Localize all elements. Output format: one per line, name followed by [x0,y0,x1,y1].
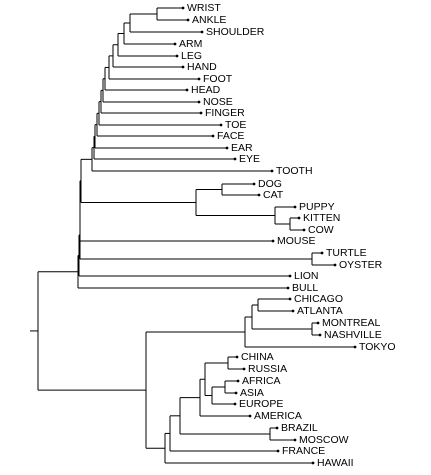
leaf-dot [197,100,201,104]
leaf-dot [235,355,239,359]
leaf-dot [271,239,275,243]
leaf-dot [181,65,185,69]
leaf-dot [288,274,292,278]
leaf-label: FRANCE [282,445,325,457]
leaf-label: FINGER [205,107,245,119]
leaf-dot [186,18,190,22]
leaf-dot [276,449,280,453]
leaf-dot [233,157,237,161]
leaf-dot [275,426,279,430]
leaf-label: AMERICA [254,410,302,422]
leaf-dot [197,77,201,81]
leaf-dot [320,251,324,255]
leaf-label: HAWAII [317,457,354,469]
leaf-dot [286,286,290,290]
leaf-dot [318,333,322,337]
leaf-dot [288,297,292,301]
leaf-label: SHOULDER [206,26,265,38]
leaf-label: LEG [181,50,202,62]
leaf-label: MONTREAL [322,317,381,329]
leaf-dot [173,42,177,46]
leaf-label: EYE [239,153,260,165]
leaf-dot [233,402,237,406]
leaf-dot [293,205,297,209]
leaf-dot [225,146,229,150]
leaf-dot [234,391,238,395]
leaf-label: EUROPE [239,398,283,410]
leaf-label: ATLANTA [297,305,343,317]
leaf-label: ASIA [240,387,264,399]
leaf-dot [199,111,203,115]
leaf-label: LION [294,270,319,282]
leaf-label: COW [308,224,334,236]
leaf-label: OYSTER [339,259,383,271]
leaf-label: TOE [225,119,246,131]
leaf-label: HEAD [191,84,221,96]
leaf-dot [211,134,215,138]
leaf-label: CHICAGO [294,293,343,305]
leaf-label: ANKLE [192,14,226,26]
leaf-label: CAT [263,189,284,201]
leaf-dot [236,379,240,383]
leaf-dot [200,30,204,34]
leaf-dot [293,438,297,442]
leaf-label: KITTEN [303,212,340,224]
leaf-label: MOUSE [277,235,316,247]
leaf-label: NOSE [203,96,233,108]
leaf-label: BRAZIL [281,422,318,434]
leaf-dot [316,321,320,325]
leaf-label: AFRICA [242,375,281,387]
leaf-label: TOKYO [359,341,396,353]
leaf-label: FACE [217,130,244,142]
leaf-dot [353,345,357,349]
leaf-dot [297,216,301,220]
leaf-dot [185,88,189,92]
leaf-dot [252,182,256,186]
leaf-dot [219,123,223,127]
leaf-label: TURTLE [326,247,367,259]
leaf-dot [311,461,315,465]
leaf-label: NASHVILLE [324,329,382,341]
leaf-label: ARM [179,38,202,50]
leaf-dot [291,309,295,313]
leaf-label: HAND [187,61,217,73]
leaf-dot [181,6,185,10]
leaf-label: DOG [258,178,282,190]
leaf-dot [333,263,337,267]
leaf-dot [248,414,252,418]
leaf-label: FOOT [203,73,233,85]
leaf-dot [242,367,246,371]
leaf-label: TOOTH [276,165,313,177]
leaf-label: BULL [292,282,318,294]
leaf-label: CHINA [241,351,274,363]
leaf-dot [257,193,261,197]
leaf-label: RUSSIA [248,363,287,375]
leaf-label: PUPPY [299,201,335,213]
leaf-dot [175,54,179,58]
leaf-dot [270,169,274,173]
leaf-label: WRIST [187,2,221,14]
leaf-label: MOSCOW [299,434,349,446]
leaf-label: EAR [231,142,253,154]
leaf-dot [302,228,306,232]
